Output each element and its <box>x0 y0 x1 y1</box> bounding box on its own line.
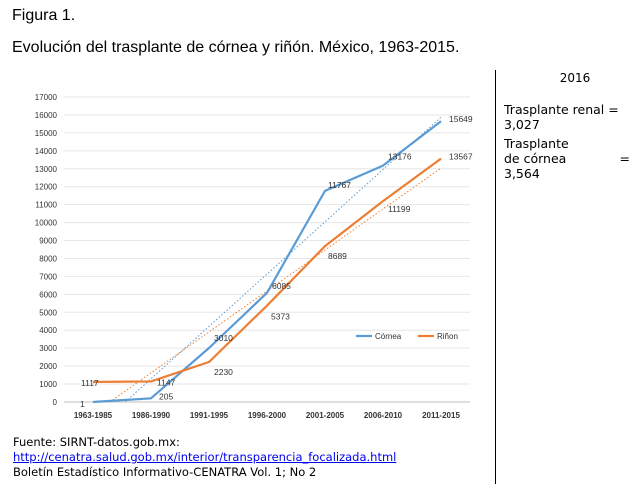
series-line-rinon <box>92 157 442 384</box>
y-axis-ticks: 0 1000 2000 3000 4000 5000 6000 7000 8000 9000 100… <box>35 93 58 407</box>
y-tick-label: 6000 <box>39 290 57 299</box>
y-tick-label: 7000 <box>39 272 57 281</box>
y-tick-label: 10000 <box>35 219 58 228</box>
y-tick-label: 8000 <box>39 254 57 263</box>
cornea-value: 3,564 <box>504 166 540 181</box>
x-axis-ticks: 1963-1985 1986-1990 1991-1995 1996-2000 2001… <box>74 411 461 420</box>
series-line-cornea <box>92 120 442 404</box>
data-label-cornea: 3010 <box>214 333 233 343</box>
x-tick-label: 1986-1990 <box>132 411 171 420</box>
legend-label-rinon: Riñon <box>437 332 458 341</box>
series-lines <box>92 120 442 404</box>
y-tick-label: 9000 <box>39 237 57 246</box>
source-link[interactable]: http://cenatra.salud.gob.mx/interior/tra… <box>13 450 397 464</box>
y-tick-label: 2000 <box>39 362 57 371</box>
y-tick-label: 15000 <box>35 129 58 138</box>
data-label-rinon: 5373 <box>271 312 290 322</box>
y-tick-label: 5000 <box>39 308 57 317</box>
y-tick-label: 1000 <box>39 380 57 389</box>
data-label-rinon: 1147 <box>157 377 176 387</box>
chart-title: Evolución del trasplante de córnea y riñ… <box>12 39 460 56</box>
y-tick-label: 3000 <box>39 344 57 353</box>
data-label-cornea: 1 <box>80 399 85 409</box>
trendlines <box>109 116 442 403</box>
y-tick-label: 16000 <box>35 111 58 120</box>
chart-grid <box>64 96 470 403</box>
y-tick-label: 12000 <box>35 183 58 192</box>
data-labels: 1 205 3010 6085 11767 13176 15649 1117 1147 2230 5… <box>80 114 473 409</box>
data-label-cornea: 13176 <box>388 152 412 162</box>
trendline <box>109 167 442 403</box>
y-tick-label: 11000 <box>35 201 57 210</box>
x-tick-label: 1991-1995 <box>190 411 229 420</box>
y-tick-label: 14000 <box>35 147 58 156</box>
renal-label: Trasplante renal = <box>504 102 619 117</box>
cornea-note: Trasplante de córnea = 3,564 <box>504 136 630 181</box>
divider-line <box>495 70 496 484</box>
cornea-label-1: Trasplante <box>504 136 569 151</box>
data-label-cornea: 15649 <box>449 114 473 124</box>
renal-note: Trasplante renal = 3,027 <box>504 102 630 132</box>
data-label-cornea: 205 <box>159 391 173 401</box>
y-tick-label: 0 <box>53 398 58 407</box>
line-chart: 0 1000 2000 3000 4000 5000 6000 7000 8000 9000 100… <box>35 93 473 420</box>
side-year: 2016 <box>559 71 591 85</box>
data-label-cornea: 6085 <box>272 281 291 291</box>
data-label-rinon: 13567 <box>449 152 473 162</box>
data-label-rinon: 2230 <box>214 367 233 377</box>
trendline <box>124 116 442 403</box>
chart-legend: Córnea Riñon <box>356 332 458 341</box>
data-label-cornea: 11767 <box>328 180 351 190</box>
x-tick-label: 2006-2010 <box>364 411 403 420</box>
cornea-eq: = <box>619 151 630 166</box>
x-tick-label: 2011-2015 <box>422 411 460 420</box>
y-tick-label: 13000 <box>35 165 58 174</box>
data-label-rinon: 8689 <box>328 251 347 261</box>
x-tick-label: 1963-1985 <box>74 411 113 420</box>
legend-label-cornea: Córnea <box>375 332 402 341</box>
data-label-rinon: 1117 <box>81 378 99 388</box>
bulletin-line: Boletín Estadístico Informativo-CENATRA … <box>13 465 317 479</box>
y-tick-label: 4000 <box>39 326 57 335</box>
data-label-rinon: 11199 <box>388 204 411 214</box>
cornea-label-2: de córnea <box>504 151 567 166</box>
x-tick-label: 1996-2000 <box>248 411 287 420</box>
renal-value: 3,027 <box>504 117 540 132</box>
x-tick-label: 2001-2005 <box>306 411 345 420</box>
figure-label: Figura 1. <box>12 7 76 24</box>
source-line: Fuente: SIRNT-datos.gob.mx: <box>13 435 180 449</box>
y-tick-label: 17000 <box>35 93 58 102</box>
